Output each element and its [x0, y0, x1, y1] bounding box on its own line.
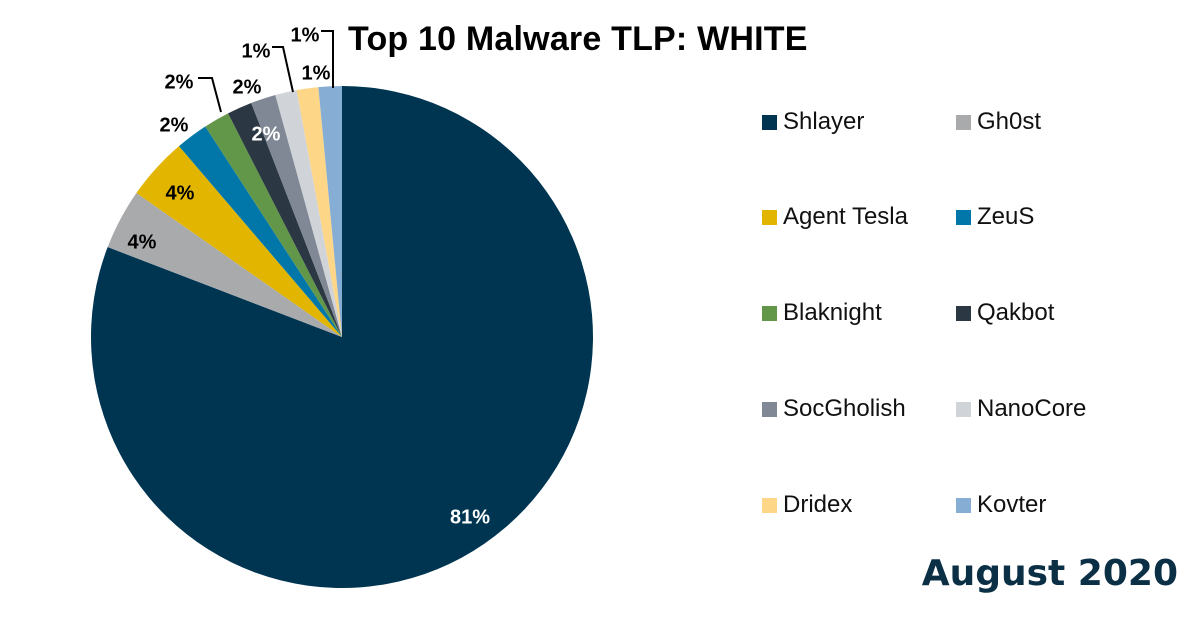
legend-swatch [762, 114, 777, 130]
slice-label-kovter: 1% [291, 24, 320, 46]
legend-swatch [762, 497, 777, 513]
legend-label: SocGholish [783, 395, 906, 422]
pie-slice-socgholish [251, 95, 342, 337]
pie-slice-gh0st [107, 193, 342, 337]
legend-swatch [956, 305, 971, 321]
slice-label-zeus: 2% [160, 114, 189, 136]
chart-title: Top 10 Malware TLP: WHITE [348, 20, 808, 58]
pie-slice-dridex [296, 87, 342, 337]
legend-item-dridex: Dridex [762, 491, 852, 519]
legend-item-zeus: ZeuS [956, 203, 1034, 231]
legend-label: Shlayer [783, 108, 865, 135]
slice-label-shlayer: 81% [450, 506, 490, 528]
legend-label: Agent Tesla [783, 203, 908, 230]
legend-label: Gh0st [977, 108, 1042, 135]
report-date: August 2020 [921, 553, 1178, 594]
slice-labels: 81% 4% 4% 2% 2% 2% 2% 1% 1% 1% [128, 24, 491, 528]
legend-label: Kovter [977, 491, 1047, 518]
legend-swatch [762, 209, 777, 225]
slice-label-gh0st: 4% [128, 231, 157, 253]
legend-item-shlayer: Shlayer [762, 108, 864, 136]
legend-label: NanoCore [977, 395, 1087, 422]
legend-swatch [762, 401, 777, 417]
legend-label: Blaknight [783, 299, 882, 326]
legend-item-agent-tesla: Agent Tesla [762, 203, 908, 231]
leader-line [272, 46, 294, 93]
legend-label: Qakbot [977, 299, 1055, 326]
slice-label-dridex: 1% [302, 62, 331, 84]
leader-lines [198, 30, 334, 113]
legend-swatch [956, 114, 971, 130]
legend-label: ZeuS [977, 203, 1035, 230]
slice-label-qakbot: 2% [233, 76, 262, 98]
legend-item-qakbot: Qakbot [956, 299, 1054, 327]
slice-label-nanocore: 1% [242, 40, 271, 62]
pie-slice-kovter [318, 86, 342, 337]
legend-swatch [956, 401, 971, 417]
legend-item-socgholish: SocGholish [762, 395, 906, 423]
legend-item-gh0st: Gh0st [956, 108, 1041, 136]
pie-slices [91, 86, 593, 588]
pie-slice-agent-tesla [136, 146, 342, 337]
slice-label-blaknight: 2% [165, 71, 194, 93]
leader-line [321, 30, 334, 88]
pie-slice-nanocore [275, 90, 342, 337]
pie-slice-zeus [178, 126, 342, 338]
slice-label-agent-tesla: 4% [166, 182, 195, 204]
legend-item-kovter: Kovter [956, 491, 1046, 519]
legend-swatch [956, 497, 971, 513]
pie-slice-qakbot [228, 102, 342, 337]
legend-item-nanocore: NanoCore [956, 395, 1086, 423]
legend-item-blaknight: Blaknight [762, 299, 882, 327]
pie-slice-blaknight [205, 113, 342, 337]
legend-swatch [956, 209, 971, 225]
leader-line [198, 77, 222, 113]
legend-label: Dridex [783, 491, 853, 518]
legend-swatch [762, 305, 777, 321]
slice-label-socgholish: 2% [252, 123, 281, 145]
